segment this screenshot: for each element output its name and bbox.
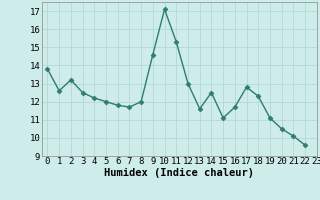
X-axis label: Humidex (Indice chaleur): Humidex (Indice chaleur) xyxy=(104,168,254,178)
